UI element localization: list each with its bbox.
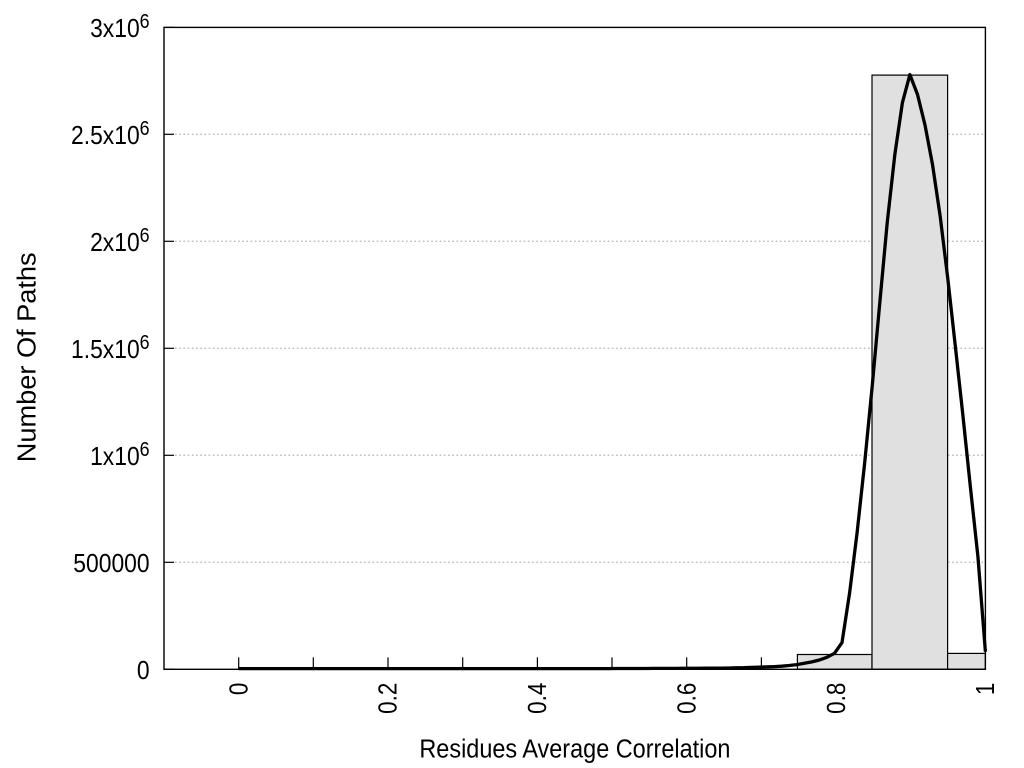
svg-text:1x106: 1x106: [90, 439, 150, 471]
svg-text:3x106: 3x106: [90, 11, 150, 43]
svg-text:0: 0: [137, 657, 150, 686]
svg-text:500000: 500000: [73, 550, 149, 579]
svg-text:2.5x106: 2.5x106: [71, 118, 150, 150]
svg-text:0.8: 0.8: [822, 683, 851, 714]
svg-text:Residues Average Correlation: Residues Average Correlation: [419, 736, 730, 764]
svg-text:Number Of Paths: Number Of Paths: [12, 252, 41, 462]
svg-text:0.2: 0.2: [374, 683, 403, 714]
svg-text:2x106: 2x106: [90, 225, 150, 257]
svg-text:0.4: 0.4: [524, 683, 553, 714]
svg-text:1: 1: [972, 683, 1001, 696]
svg-text:0.6: 0.6: [673, 683, 702, 714]
svg-text:1.5x106: 1.5x106: [71, 332, 150, 364]
svg-text:0: 0: [225, 683, 254, 696]
